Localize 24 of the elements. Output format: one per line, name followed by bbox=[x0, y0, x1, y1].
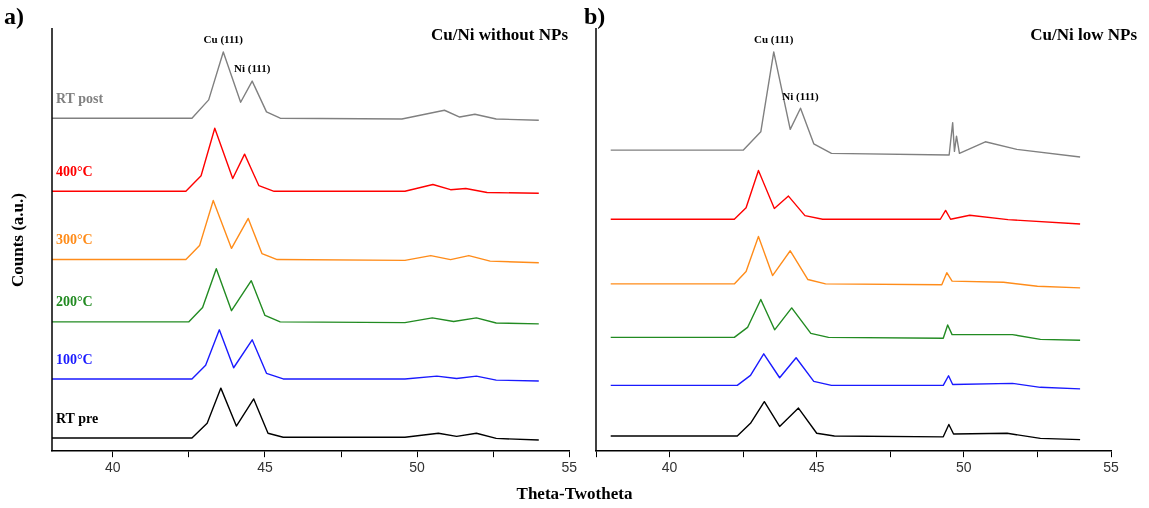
x-tick-label: 40 bbox=[105, 459, 121, 476]
x-tick-label: 50 bbox=[409, 459, 426, 476]
annotation: Ni (111) bbox=[782, 89, 820, 103]
x-tick-label: 45 bbox=[257, 459, 273, 476]
x-tick-label: 55 bbox=[1103, 459, 1119, 476]
x-tick-label: 55 bbox=[561, 459, 578, 476]
series-label: 300°C bbox=[56, 232, 93, 248]
series-label: 100°C bbox=[56, 351, 93, 367]
text: b) bbox=[584, 3, 606, 30]
annotation: Ni (111) bbox=[234, 62, 271, 76]
x-axis-title: Theta-Twotheta bbox=[515, 484, 634, 504]
chart-title: Cu/Ni low NPs bbox=[1030, 25, 1138, 45]
chart-title: Cu/Ni without NPs bbox=[431, 25, 569, 45]
x-tick-label: 50 bbox=[956, 459, 972, 476]
x-tick-label: 40 bbox=[661, 459, 678, 476]
annotation: Cu (111) bbox=[754, 33, 794, 47]
y-axis-title: Counts (a.u.) bbox=[8, 193, 28, 287]
series-label: 200°C bbox=[56, 294, 93, 310]
text: a) bbox=[4, 3, 24, 30]
x-tick-label: 45 bbox=[808, 459, 825, 476]
series-label: 400°C bbox=[56, 163, 93, 179]
series-label: RT pre bbox=[56, 410, 99, 426]
series-label: RT post bbox=[56, 90, 104, 106]
annotation: Cu (111) bbox=[203, 33, 244, 47]
